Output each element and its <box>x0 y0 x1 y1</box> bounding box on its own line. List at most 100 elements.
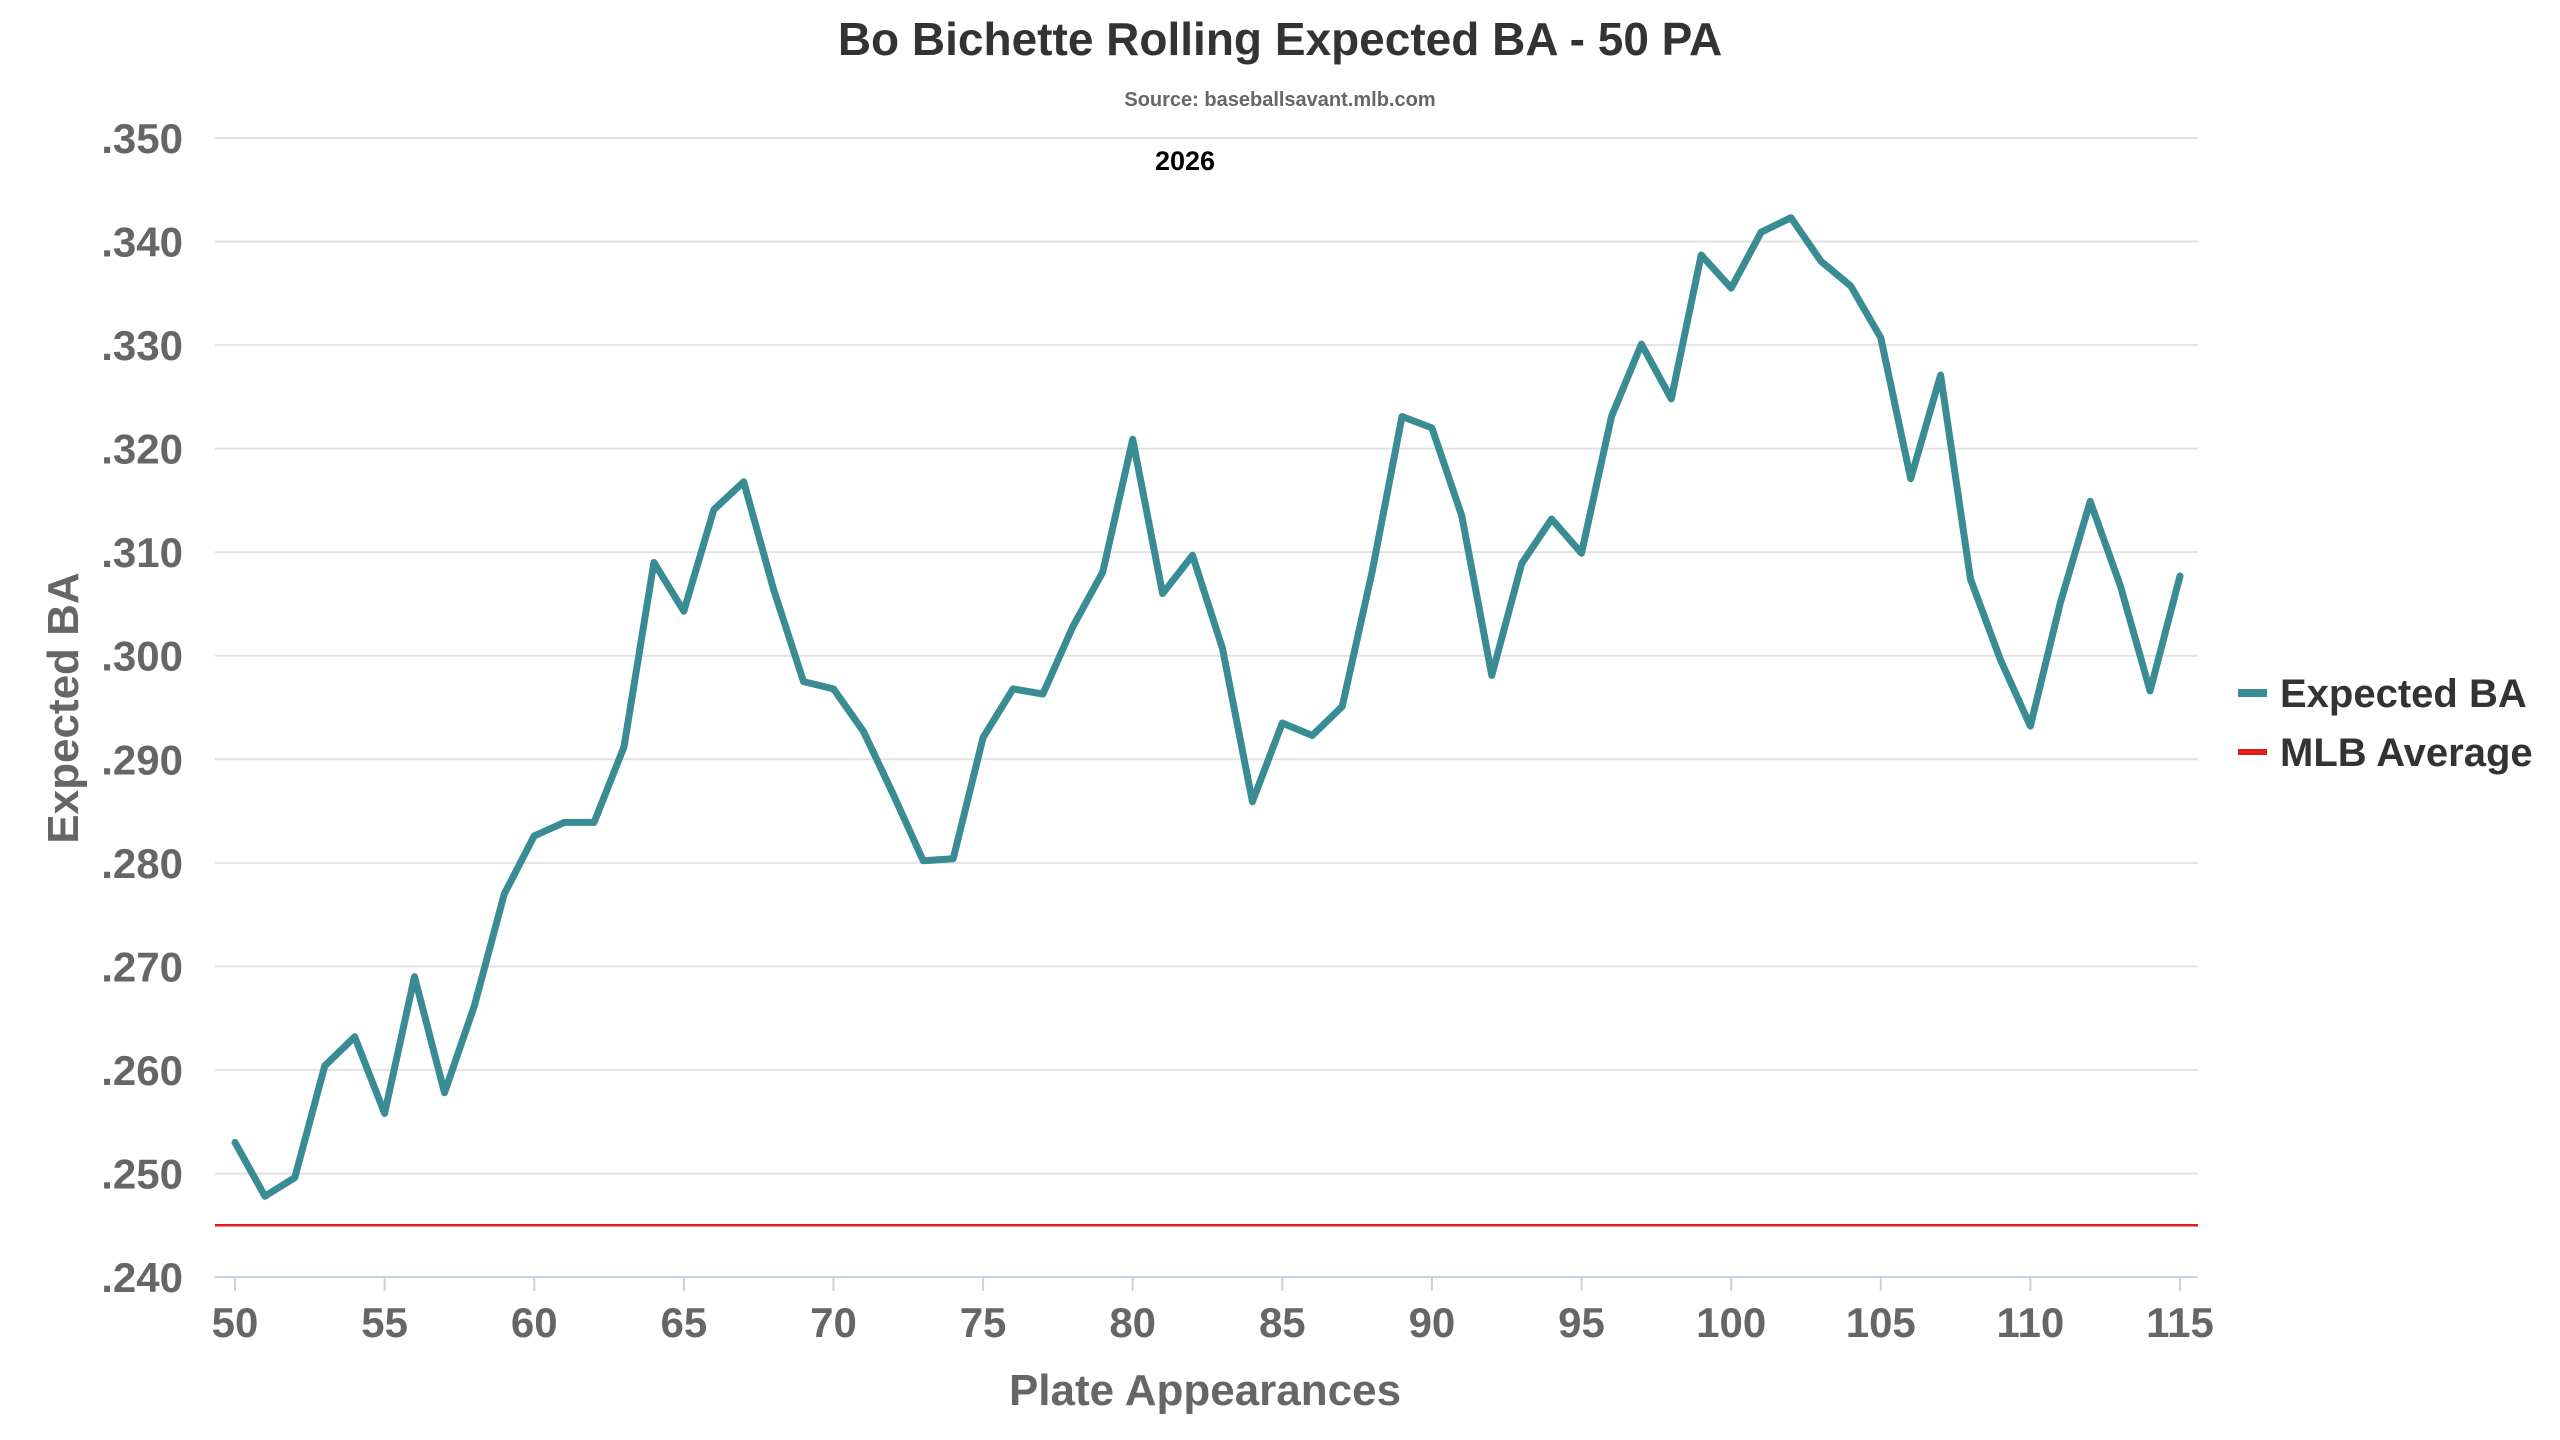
expected-ba-point <box>1518 560 1526 568</box>
expected-ba-point <box>800 678 808 686</box>
expected-ba-point <box>1787 214 1795 222</box>
expected-ba-point <box>1338 702 1346 710</box>
expected-ba-point <box>351 1033 359 1041</box>
expected-ba-point <box>1877 334 1885 342</box>
y-tick-label: .260 <box>101 1047 183 1094</box>
expected-ba-line <box>231 214 2184 1200</box>
expected-ba-point <box>1189 551 1197 559</box>
expected-ba-point <box>1727 284 1735 292</box>
expected-ba-point <box>1069 623 1077 631</box>
expected-ba-point <box>680 607 688 615</box>
expected-ba-point <box>1129 435 1137 443</box>
chart-subtitle: Source: baseballsavant.mlb.com <box>1124 89 1435 111</box>
text-layer: Bo Bichette Rolling Expected BA - 50 PA … <box>39 13 1722 1415</box>
y-tick-label: .350 <box>101 115 183 162</box>
axis-layer: .240 .250 .260 .270 .280 .290 .300 .310 .320 .330… <box>101 115 2214 1346</box>
expected-ba-point <box>291 1174 299 1182</box>
y-tick-label: .310 <box>101 529 183 576</box>
y-axis-label: Expected BA <box>39 572 88 843</box>
y-tick-label: .300 <box>101 633 183 680</box>
expected-ba-point <box>859 727 867 735</box>
expected-ba-point <box>470 1002 478 1010</box>
expected-ba-point <box>530 832 538 840</box>
x-tick-label: 100 <box>1696 1299 1766 1346</box>
expected-ba-point <box>1548 515 1556 523</box>
expected-ba-point <box>1428 424 1436 432</box>
expected-ba-point <box>1667 395 1675 403</box>
expected-ba-point <box>770 585 778 593</box>
expected-ba-point <box>2176 572 2184 580</box>
y-tick-label: .270 <box>101 943 183 990</box>
expected-ba-point <box>1937 371 1945 379</box>
expected-ba-point <box>1637 340 1645 348</box>
expected-ba-point <box>2026 722 2034 730</box>
expected-ba-point <box>381 1109 389 1117</box>
expected-ba-point <box>1039 690 1047 698</box>
expected-ba-point <box>1398 413 1406 421</box>
expected-ba-point <box>440 1089 448 1097</box>
expected-ba-point <box>321 1062 329 1070</box>
expected-ba-point <box>1996 656 2004 664</box>
expected-ba-point <box>231 1138 239 1146</box>
y-tick-label: .330 <box>101 322 183 369</box>
expected-ba-point <box>1308 731 1316 739</box>
expected-ba-point <box>1248 798 1256 806</box>
expected-ba-point <box>261 1192 269 1200</box>
expected-ba-point <box>1278 719 1286 727</box>
x-tick-label: 115 <box>2146 1299 2214 1346</box>
x-tick-label: 65 <box>660 1299 707 1346</box>
expected-ba-point <box>1488 671 1496 679</box>
expected-ba-point <box>1368 568 1376 576</box>
chart-title: Bo Bichette Rolling Expected BA - 50 PA <box>838 13 1722 65</box>
x-tick-label: 90 <box>1409 1299 1456 1346</box>
x-tick-label: 110 <box>1997 1299 2065 1346</box>
expected-ba-point <box>411 973 419 981</box>
y-tick-label: .290 <box>101 736 183 783</box>
expected-ba-point <box>2086 497 2094 505</box>
expected-ba-point <box>2056 599 2064 607</box>
expected-ba-point <box>740 478 748 486</box>
y-tick-label: .240 <box>101 1254 183 1301</box>
series-layer <box>215 214 2198 1227</box>
x-tick-label: 55 <box>361 1299 408 1346</box>
expected-ba-point <box>710 506 718 514</box>
y-tick-label: .320 <box>101 426 183 473</box>
expected-ba-point <box>1967 575 1975 583</box>
expected-ba-point <box>1218 644 1226 652</box>
x-tick-label: 50 <box>212 1299 259 1346</box>
expected-ba-point <box>560 818 568 826</box>
expected-ba-point <box>650 559 658 567</box>
expected-ba-point <box>620 743 628 751</box>
x-tick-label: 85 <box>1259 1299 1306 1346</box>
x-tick-label: 60 <box>511 1299 558 1346</box>
x-tick-label: 80 <box>1109 1299 1156 1346</box>
expected-ba-point <box>500 890 508 898</box>
grid-layer <box>215 137 2198 1175</box>
y-tick-label: .340 <box>101 219 183 266</box>
y-tick-label: .280 <box>101 840 183 887</box>
expected-ba-point <box>949 855 957 863</box>
x-axis-label: Plate Appearances <box>1009 1366 1401 1415</box>
x-tick-label: 75 <box>960 1299 1007 1346</box>
expected-ba-point <box>590 818 598 826</box>
expected-ba-point <box>1458 512 1466 520</box>
expected-ba-point <box>1099 568 1107 576</box>
legend-mlb-average-label: MLB Average <box>2280 731 2533 775</box>
expected-ba-point <box>1697 251 1705 259</box>
expected-ba-point <box>979 734 987 742</box>
expected-ba-point <box>1607 413 1615 421</box>
expected-ba-point <box>1847 282 1855 290</box>
expected-ba-point <box>1817 257 1825 265</box>
expected-ba-point <box>2146 687 2154 695</box>
year-annotation: 2026 <box>1155 146 1215 176</box>
y-tick-label: .250 <box>101 1150 183 1197</box>
expected-ba-point <box>919 857 927 865</box>
x-tick-label: 105 <box>1846 1299 1916 1346</box>
expected-ba-point <box>1159 590 1167 598</box>
expected-ba-point <box>1578 549 1586 557</box>
expected-ba-point <box>2116 581 2124 589</box>
expected-ba-point <box>1757 228 1765 236</box>
expected-ba-point <box>889 790 897 798</box>
